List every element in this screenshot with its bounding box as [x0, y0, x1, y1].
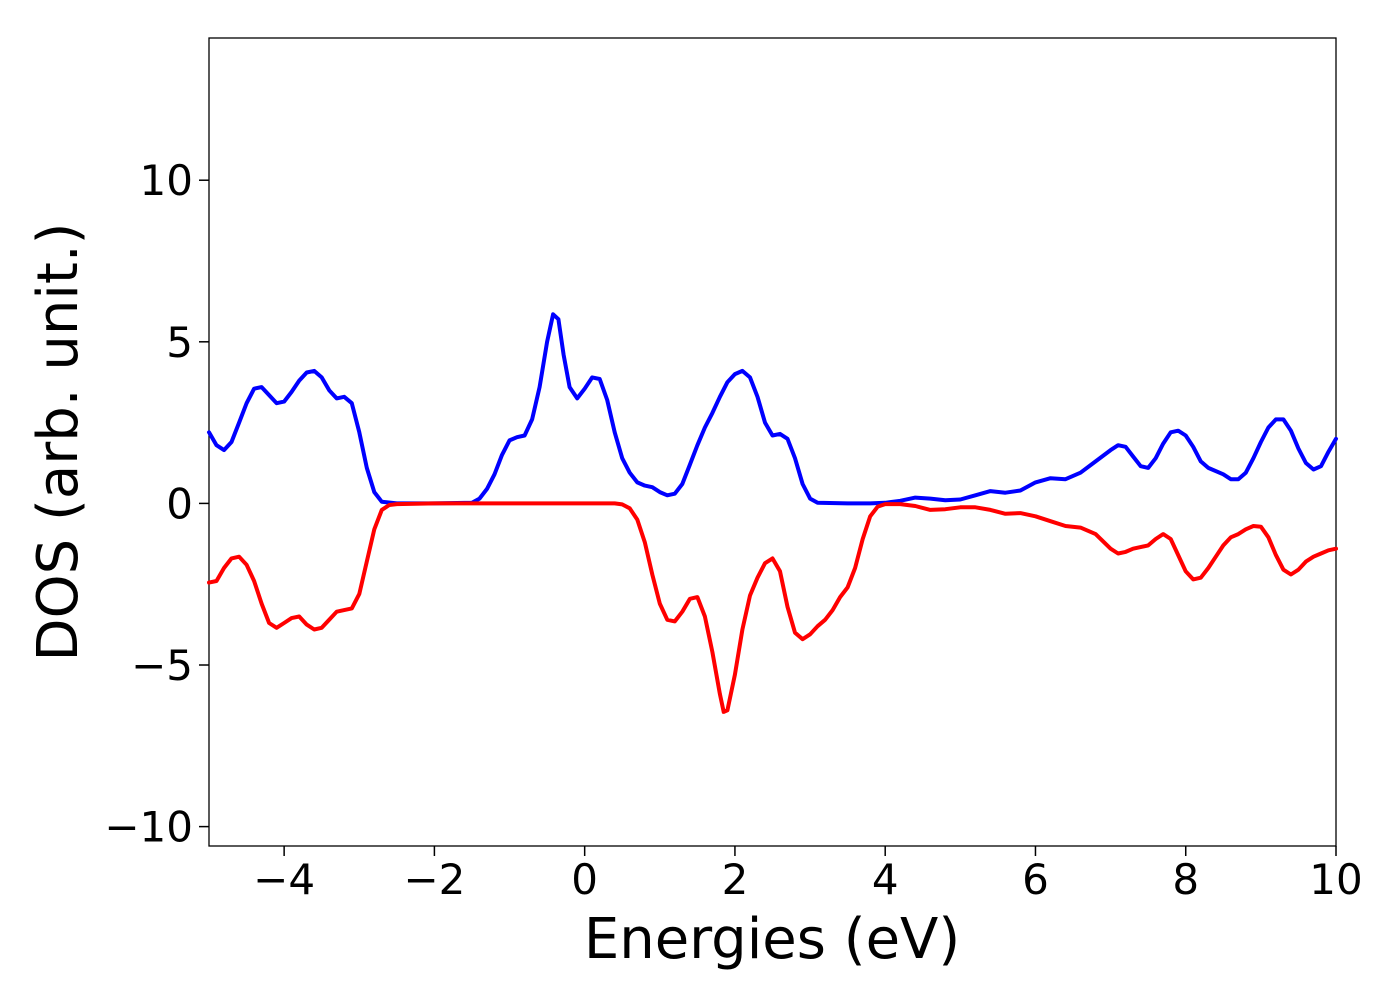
series-line-1: [207, 501, 1338, 714]
x-tick-label: 0: [571, 855, 598, 904]
y-axis: −10 −5 0 5 10: [104, 156, 209, 852]
x-axis-label: Energies (eV): [584, 907, 960, 972]
y-tick-label: 10: [140, 156, 193, 205]
plot-area-frame: [208, 37, 1337, 847]
x-tick-label: −4: [253, 855, 315, 904]
x-tick-label: −2: [403, 855, 465, 904]
x-tick-label: 10: [1309, 855, 1362, 904]
y-axis-label: DOS (arb. unit.): [26, 222, 91, 661]
series-layer: [207, 312, 1338, 714]
y-tick-label: 0: [166, 479, 193, 528]
x-tick-label: 6: [1022, 855, 1049, 904]
y-tick-label: −5: [131, 641, 193, 690]
x-axis: −4 −2 0 2 4 6 8 10: [253, 846, 1363, 904]
y-tick-label: −10: [104, 803, 193, 852]
y-tick-label: 5: [166, 318, 193, 367]
series-line-0: [207, 312, 1338, 506]
x-tick-label: 4: [872, 855, 899, 904]
x-tick-label: 8: [1172, 855, 1199, 904]
x-tick-label: 2: [722, 855, 749, 904]
